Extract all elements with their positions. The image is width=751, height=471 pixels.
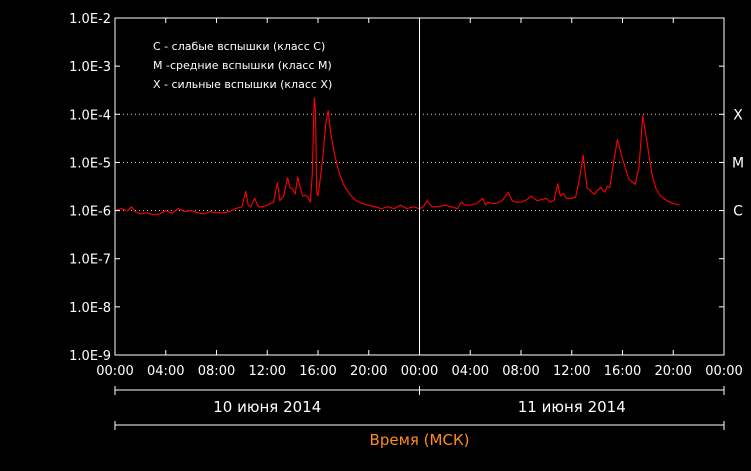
y-tick-label: 1.0E-2: [69, 12, 111, 27]
x-tick-label: 20:00: [350, 364, 387, 379]
class-label-c: C: [733, 204, 743, 220]
date-label: 11 июня 2014: [518, 398, 626, 416]
y-tick-label: 1.0E-6: [69, 205, 111, 220]
x-tick-label: 00:00: [96, 364, 133, 379]
x-tick-label: 04:00: [147, 364, 184, 379]
x-tick-label: 20:00: [655, 364, 692, 379]
legend-entry: X - сильные вспышки (класс X): [153, 78, 332, 91]
date-label: 10 июня 2014: [213, 398, 321, 416]
date-axis: 10 июня 2014 11 июня 2014: [114, 386, 725, 430]
x-tick-label: 00:00: [401, 364, 438, 379]
class-label-x: X: [733, 107, 743, 123]
legend-entry: C - слабые вспышки (класс C): [153, 40, 325, 53]
x-tick-label: 16:00: [299, 364, 336, 379]
x-axis: 00:00 04:00 08:00 12:00 16:00 20:00 00:00 04:00…: [96, 18, 743, 379]
class-label-m: M: [732, 155, 744, 171]
flux-series-line: [114, 97, 680, 216]
y-tick-label: 1.0E-9: [69, 349, 111, 364]
x-tick-label: 12:00: [553, 364, 590, 379]
x-tick-label: 00:00: [705, 364, 742, 379]
x-tick-label: 08:00: [198, 364, 235, 379]
y-axis: 1.0E-2 1.0E-3 1.0E-4 1.0E-5 1.0E-6 1.0E-7 1.0E…: [69, 12, 724, 364]
x-tick-label: 08:00: [502, 364, 539, 379]
x-tick-label: 04:00: [452, 364, 489, 379]
series-group: [114, 97, 680, 216]
x-axis-title: Время (МСК): [370, 431, 470, 449]
y-tick-label: 1.0E-5: [69, 156, 111, 171]
y-tick-label: 1.0E-8: [69, 301, 111, 316]
x-tick-label: 12:00: [249, 364, 286, 379]
y-tick-label: 1.0E-7: [69, 253, 111, 268]
flare-class-labels: X M C: [732, 107, 744, 219]
y-tick-label: 1.0E-3: [69, 60, 111, 75]
y-tick-label: 1.0E-4: [69, 108, 111, 123]
x-tick-label: 16:00: [604, 364, 641, 379]
legend-entry: M -средние вспышки (класс M): [153, 59, 332, 72]
legend: C - слабые вспышки (класс C) M -средние в…: [153, 40, 332, 91]
